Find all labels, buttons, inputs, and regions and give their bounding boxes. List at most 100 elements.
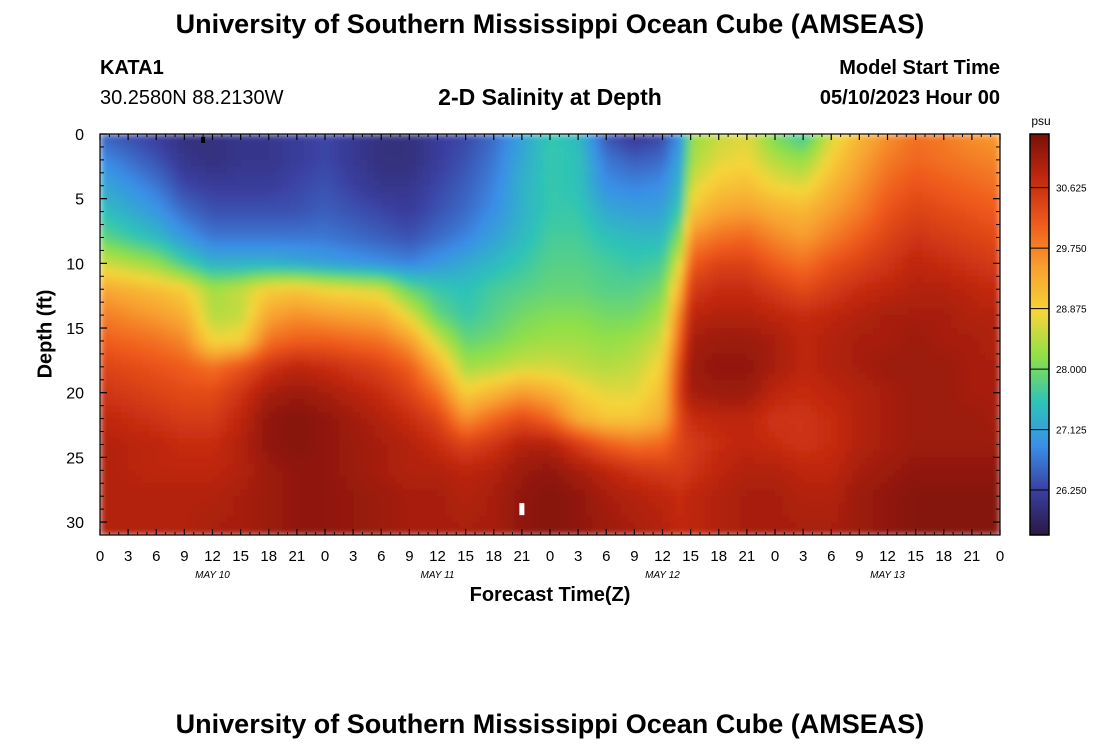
heatmap-cell [775, 224, 783, 232]
heatmap-cell [289, 263, 298, 271]
heatmap-cell [170, 159, 178, 167]
heatmap-cell [641, 334, 650, 342]
heatmap-cell [697, 302, 706, 310]
heatmap-cell [521, 328, 530, 336]
heatmap-cell [718, 231, 727, 239]
heatmap-cell [571, 224, 579, 232]
heatmap-cell [817, 328, 825, 336]
heatmap-cell [992, 276, 1000, 284]
heatmap-cell [198, 224, 207, 232]
heatmap-cell [845, 185, 853, 193]
heatmap-cell [198, 185, 207, 193]
heatmap-cell [317, 256, 326, 264]
heatmap-cell [676, 243, 685, 252]
heatmap-cell [739, 308, 748, 316]
heatmap-cell [613, 353, 621, 361]
heatmap-cell [240, 243, 249, 252]
heatmap-cell [725, 146, 734, 155]
heatmap-cell [662, 243, 671, 252]
heatmap-cell [950, 237, 959, 245]
heatmap-cell [950, 373, 959, 381]
heatmap-cell [226, 328, 235, 336]
heatmap-area [100, 134, 1000, 535]
heatmap-cell [226, 153, 235, 161]
heatmap-cell [360, 237, 368, 245]
heatmap-cell [261, 185, 270, 193]
heatmap-cell [339, 211, 347, 219]
heatmap-cell [296, 218, 305, 226]
heatmap-cell [191, 256, 200, 264]
heatmap-cell [346, 134, 354, 142]
heatmap-cell [346, 334, 354, 342]
heatmap-cell [149, 211, 157, 219]
heatmap-cell [887, 308, 896, 316]
heatmap-cell [704, 379, 713, 387]
heatmap-cell [121, 263, 129, 271]
heatmap-cell [346, 198, 354, 206]
heatmap-cell [289, 224, 298, 232]
heatmap-cell [585, 295, 593, 303]
heatmap-cell [852, 353, 860, 361]
heatmap-cell [226, 237, 235, 245]
heatmap-cell [655, 256, 664, 264]
heatmap-cell [121, 302, 129, 310]
heatmap-cell [711, 302, 720, 310]
heatmap-cell [212, 192, 221, 200]
heatmap-cell [163, 360, 171, 368]
heatmap-cell [156, 243, 164, 252]
heatmap-cell [451, 263, 460, 271]
heatmap-cell [275, 166, 284, 174]
heatmap-cell [641, 263, 650, 271]
heatmap-cell [247, 185, 256, 193]
heatmap-cell [500, 289, 509, 297]
heatmap-cell [254, 366, 263, 374]
heatmap-cell [606, 308, 614, 316]
heatmap-cell [191, 237, 200, 245]
heatmap-cell [233, 250, 242, 258]
heatmap-cell [985, 295, 994, 303]
heatmap-cell [564, 269, 572, 277]
heatmap-cell [128, 315, 136, 323]
heatmap-cell [775, 231, 783, 239]
heatmap-cell [767, 289, 776, 297]
heatmap-cell [191, 347, 200, 355]
heatmap-cell [796, 379, 804, 387]
heatmap-cell [367, 340, 375, 349]
heatmap-cell [198, 334, 207, 342]
heatmap-cell [978, 243, 987, 252]
heatmap-cell [964, 179, 973, 187]
heatmap-cell [296, 192, 305, 200]
heatmap-cell [100, 347, 108, 355]
heatmap-cell [655, 308, 664, 316]
heatmap-cell [817, 211, 825, 219]
heatmap-cell [135, 243, 143, 252]
heatmap-cell [901, 353, 910, 361]
heatmap-cell [866, 315, 875, 323]
heatmap-cell [339, 172, 347, 180]
heatmap-cell [564, 282, 572, 290]
heatmap-cell [261, 269, 270, 277]
heatmap-cell [430, 295, 439, 303]
heatmap-cell [437, 315, 446, 323]
heatmap-cell [135, 366, 143, 374]
heatmap-cell [627, 218, 635, 226]
heatmap-cell [402, 185, 410, 193]
heatmap-cell [205, 334, 214, 342]
heatmap-cell [564, 308, 572, 316]
heatmap-cell [936, 366, 945, 374]
heatmap-cell [901, 295, 910, 303]
heatmap-cell [880, 379, 889, 387]
heatmap-cell [592, 231, 600, 239]
heatmap-cell [346, 224, 354, 232]
heatmap-cell [627, 256, 635, 264]
heatmap-cell [760, 353, 769, 361]
heatmap-cell [409, 302, 418, 310]
heatmap-cell [205, 308, 214, 316]
heatmap-cell [880, 166, 889, 174]
heatmap-cell [367, 166, 375, 174]
heatmap-cell [992, 263, 1000, 271]
heatmap-cell [627, 315, 635, 323]
heatmap-cell [233, 211, 242, 219]
heatmap-cell [690, 379, 699, 387]
heatmap-cell [205, 347, 214, 355]
